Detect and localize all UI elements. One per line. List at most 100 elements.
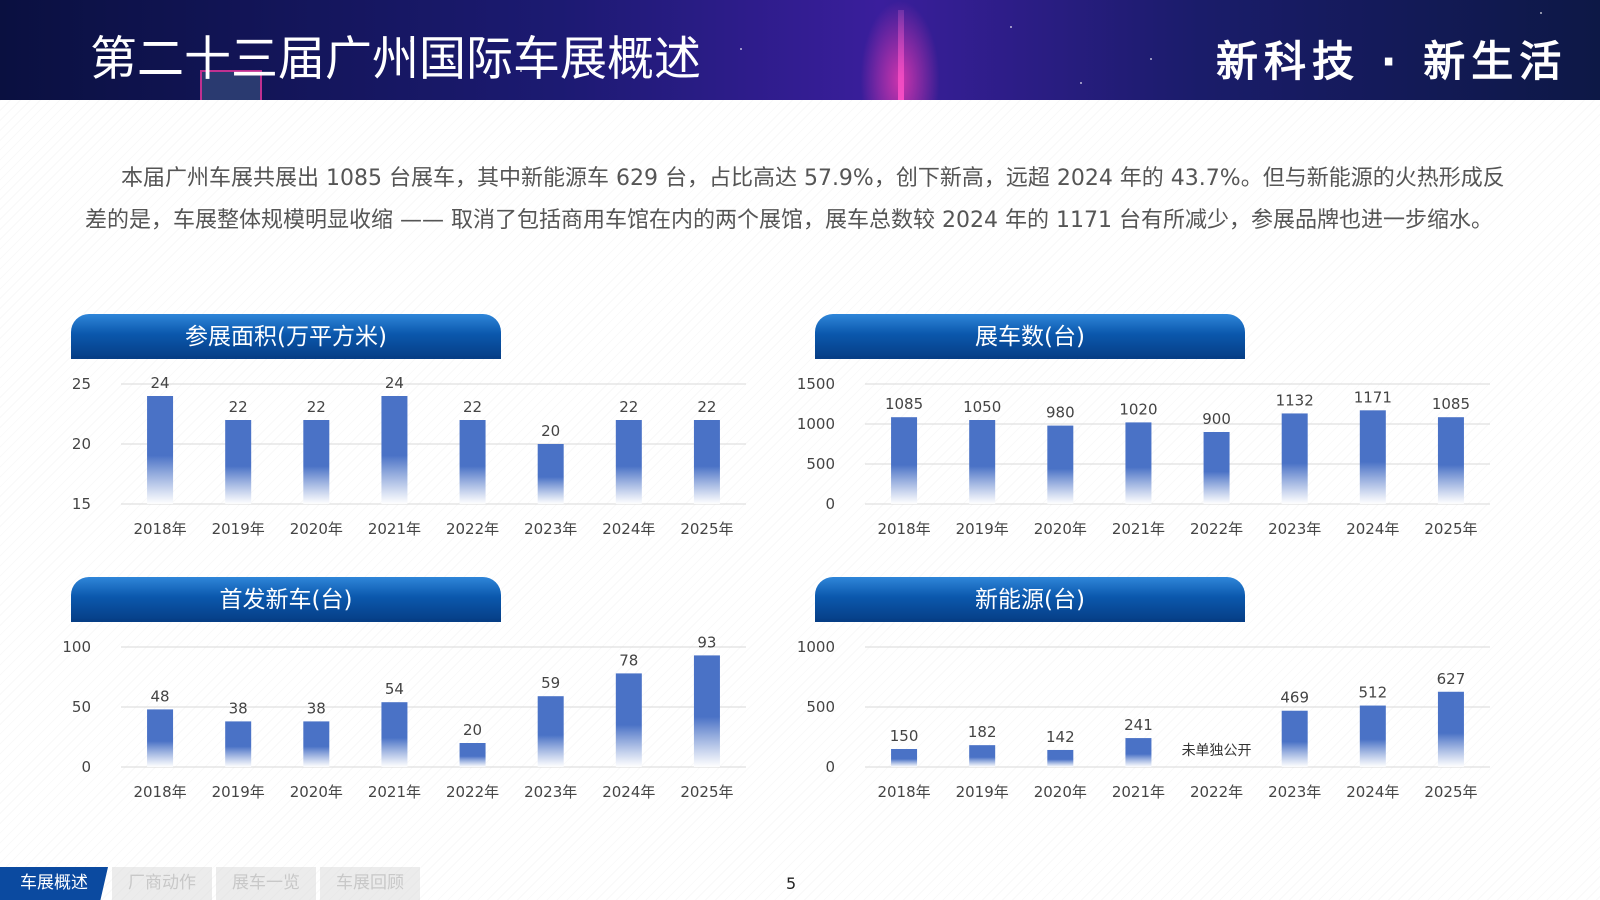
building-decoration bbox=[200, 70, 262, 100]
nav-tab-review[interactable]: 车展回顾 bbox=[320, 867, 420, 900]
tab-underline bbox=[71, 356, 501, 359]
bar bbox=[1437, 417, 1464, 504]
data-label: 980 bbox=[1046, 404, 1075, 422]
data-label: 182 bbox=[968, 723, 997, 741]
nev-bar-chart: 0 500 1000 150 2018年 182 2019年 142 2020年 241 2021年… bbox=[797, 638, 1490, 801]
x-tick-label: 2021年 bbox=[1112, 520, 1165, 538]
bar bbox=[1125, 422, 1152, 504]
bar bbox=[693, 655, 720, 767]
x-tick-label: 2021年 bbox=[368, 520, 421, 538]
y-tick-label: 500 bbox=[806, 698, 835, 716]
debut-bar-chart: 0 50 100 48 2018年 38 2019年 38 2020年 54 2021年 20 2022… bbox=[62, 633, 746, 801]
x-tick-label: 2023年 bbox=[524, 783, 577, 801]
x-tick-label: 2024年 bbox=[1346, 783, 1399, 801]
chart-title-tab: 首发新车(台) bbox=[71, 577, 501, 621]
nav-tab-makers[interactable]: 厂商动作 bbox=[112, 867, 212, 900]
bar bbox=[1281, 413, 1308, 504]
intro-paragraph: 本届广州车展共展出 1085 台展车，其中新能源车 629 台，占比高达 57.… bbox=[85, 166, 1505, 233]
data-label: 241 bbox=[1124, 716, 1153, 734]
data-label: 22 bbox=[307, 398, 326, 416]
data-label: 1085 bbox=[885, 395, 923, 413]
slogan: 新科技 · 新生活 bbox=[1216, 37, 1568, 86]
x-tick-label: 2025年 bbox=[680, 783, 733, 801]
bar bbox=[693, 420, 720, 504]
bar bbox=[303, 721, 330, 767]
star-decoration bbox=[1540, 12, 1542, 14]
x-tick-label: 2019年 bbox=[212, 520, 265, 538]
bar bbox=[225, 420, 252, 504]
bar bbox=[615, 673, 642, 767]
x-tick-label: 2025年 bbox=[1424, 783, 1477, 801]
data-label: 38 bbox=[307, 699, 326, 717]
y-tick-label: 0 bbox=[81, 758, 91, 776]
tab-underline bbox=[815, 356, 1245, 359]
cars-bar-chart: 0 500 1000 1500 1085 2018年 1050 2019年 980 2020年 10… bbox=[797, 375, 1490, 538]
x-tick-label: 2019年 bbox=[212, 783, 265, 801]
x-tick-label: 2021年 bbox=[1112, 783, 1165, 801]
nav-tab-cars[interactable]: 展车一览 bbox=[216, 867, 316, 900]
data-label: 20 bbox=[541, 422, 560, 440]
x-tick-label: 2025年 bbox=[680, 520, 733, 538]
chart-panel-debut: 首发新车(台) 0 50 100 48 2018年 38 2019年 38 2020年 54 202… bbox=[62, 577, 771, 807]
data-label: 1171 bbox=[1354, 388, 1392, 406]
x-tick-label: 2022年 bbox=[446, 520, 499, 538]
bar bbox=[459, 743, 486, 767]
data-label: 1050 bbox=[963, 398, 1001, 416]
data-label: 22 bbox=[229, 398, 248, 416]
page-title: 第二十三届广州国际车展概述 bbox=[90, 32, 701, 87]
data-label: 20 bbox=[463, 721, 482, 739]
data-label: 54 bbox=[385, 680, 404, 698]
y-tick-label: 0 bbox=[825, 758, 835, 776]
data-label: 38 bbox=[229, 699, 248, 717]
x-tick-label: 2018年 bbox=[877, 520, 930, 538]
bar bbox=[969, 745, 996, 767]
x-tick-label: 2022年 bbox=[1190, 783, 1243, 801]
star-decoration bbox=[1010, 26, 1012, 28]
tower-silhouette-decoration bbox=[898, 10, 904, 100]
x-tick-label: 2024年 bbox=[602, 783, 655, 801]
bar bbox=[1437, 691, 1464, 767]
bar bbox=[891, 749, 918, 767]
y-tick-label: 20 bbox=[72, 435, 91, 453]
data-label: 24 bbox=[385, 374, 404, 392]
x-tick-label: 2018年 bbox=[133, 783, 186, 801]
chart-title-tab: 参展面积(万平方米) bbox=[71, 314, 501, 358]
data-label: 627 bbox=[1437, 670, 1466, 688]
data-label: 469 bbox=[1280, 689, 1309, 707]
x-tick-label: 2021年 bbox=[368, 783, 421, 801]
star-decoration bbox=[1150, 58, 1152, 60]
x-tick-label: 2022年 bbox=[1190, 520, 1243, 538]
data-label: 22 bbox=[697, 398, 716, 416]
y-tick-label: 50 bbox=[72, 698, 91, 716]
y-tick-label: 0 bbox=[825, 495, 835, 513]
y-tick-label: 500 bbox=[806, 455, 835, 473]
data-label: 未单独公开 bbox=[1182, 743, 1252, 759]
x-tick-label: 2020年 bbox=[1034, 783, 1087, 801]
bar bbox=[1125, 738, 1152, 767]
star-decoration bbox=[1080, 82, 1082, 84]
star-decoration bbox=[520, 70, 522, 72]
data-label: 1132 bbox=[1276, 391, 1314, 409]
nav-tab-overview[interactable]: 车展概述 bbox=[0, 867, 108, 900]
data-label: 150 bbox=[890, 727, 919, 745]
y-tick-label: 1500 bbox=[797, 375, 835, 393]
tab-underline bbox=[71, 619, 501, 622]
data-label: 93 bbox=[697, 633, 716, 651]
x-tick-label: 2019年 bbox=[956, 520, 1009, 538]
bar bbox=[459, 420, 486, 504]
x-tick-label: 2024年 bbox=[602, 520, 655, 538]
footer-navigation: 车展概述 厂商动作 展车一览 车展回顾 bbox=[0, 867, 420, 900]
x-tick-label: 2020年 bbox=[290, 520, 343, 538]
bar bbox=[969, 420, 996, 504]
x-tick-label: 2024年 bbox=[1346, 520, 1399, 538]
bar bbox=[1047, 749, 1074, 767]
bar bbox=[1281, 710, 1308, 767]
y-tick-label: 1000 bbox=[797, 638, 835, 656]
tab-underline bbox=[815, 619, 1245, 622]
x-tick-label: 2020年 bbox=[290, 783, 343, 801]
y-tick-label: 25 bbox=[72, 375, 91, 393]
header-banner: 第二十三届广州国际车展概述 新科技 · 新生活 bbox=[0, 0, 1600, 100]
data-label: 59 bbox=[541, 674, 560, 692]
chart-panel-area: 参展面积(万平方米) 15 20 25 24 2018年 22 2019年 22 2020年 24… bbox=[71, 314, 771, 544]
